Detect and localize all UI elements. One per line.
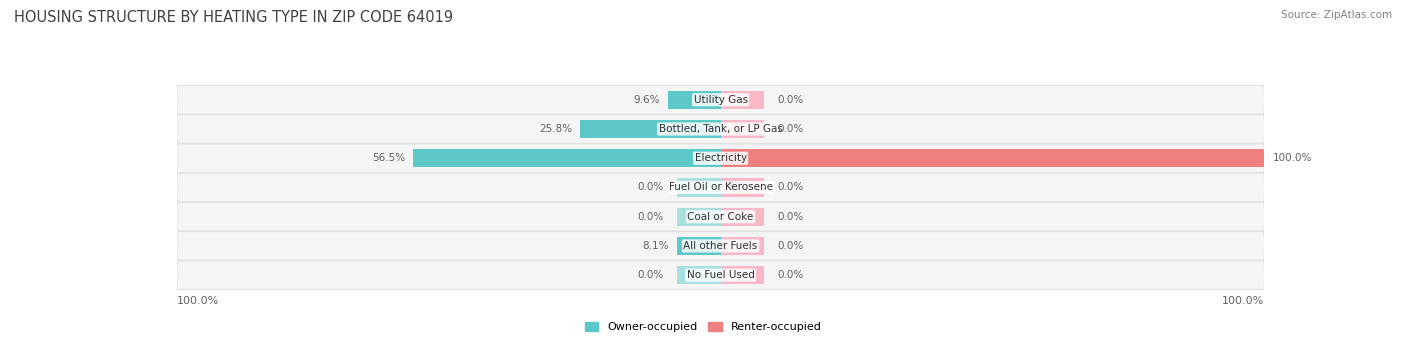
Text: Coal or Coke: Coal or Coke [688,212,754,222]
Bar [581,120,721,138]
Bar [721,266,763,284]
FancyBboxPatch shape [177,202,1264,231]
Text: 0.0%: 0.0% [778,182,804,192]
Text: 0.0%: 0.0% [637,182,664,192]
Text: Utility Gas: Utility Gas [693,95,748,105]
Text: Electricity: Electricity [695,153,747,163]
Text: Fuel Oil or Kerosene: Fuel Oil or Kerosene [669,182,772,192]
Bar [721,149,1264,167]
FancyBboxPatch shape [177,115,1264,143]
Text: 100.0%: 100.0% [1222,296,1264,306]
Bar [678,178,721,196]
Text: 8.1%: 8.1% [643,241,668,251]
Text: 0.0%: 0.0% [637,212,664,222]
Bar [721,208,763,226]
Text: 9.6%: 9.6% [634,95,661,105]
FancyBboxPatch shape [177,86,1264,114]
FancyBboxPatch shape [177,232,1264,260]
FancyBboxPatch shape [177,144,1264,173]
Bar [668,91,721,109]
Text: 0.0%: 0.0% [637,270,664,280]
Bar [721,91,763,109]
Legend: Owner-occupied, Renter-occupied: Owner-occupied, Renter-occupied [585,322,821,332]
Text: 0.0%: 0.0% [778,241,804,251]
Text: 100.0%: 100.0% [177,296,219,306]
Text: 0.0%: 0.0% [778,270,804,280]
Text: Source: ZipAtlas.com: Source: ZipAtlas.com [1281,10,1392,20]
FancyBboxPatch shape [177,261,1264,290]
Bar [721,237,763,255]
Text: All other Fuels: All other Fuels [683,241,758,251]
Text: 25.8%: 25.8% [538,124,572,134]
Text: 56.5%: 56.5% [373,153,405,163]
Bar [678,208,721,226]
Bar [413,149,721,167]
Text: 0.0%: 0.0% [778,212,804,222]
Text: No Fuel Used: No Fuel Used [686,270,755,280]
Text: Bottled, Tank, or LP Gas: Bottled, Tank, or LP Gas [658,124,783,134]
FancyBboxPatch shape [177,173,1264,202]
Bar [676,237,721,255]
Text: HOUSING STRUCTURE BY HEATING TYPE IN ZIP CODE 64019: HOUSING STRUCTURE BY HEATING TYPE IN ZIP… [14,10,453,25]
Bar [721,178,763,196]
Bar [678,266,721,284]
Text: 0.0%: 0.0% [778,95,804,105]
Text: 0.0%: 0.0% [778,124,804,134]
Bar [721,120,763,138]
Text: 100.0%: 100.0% [1272,153,1312,163]
